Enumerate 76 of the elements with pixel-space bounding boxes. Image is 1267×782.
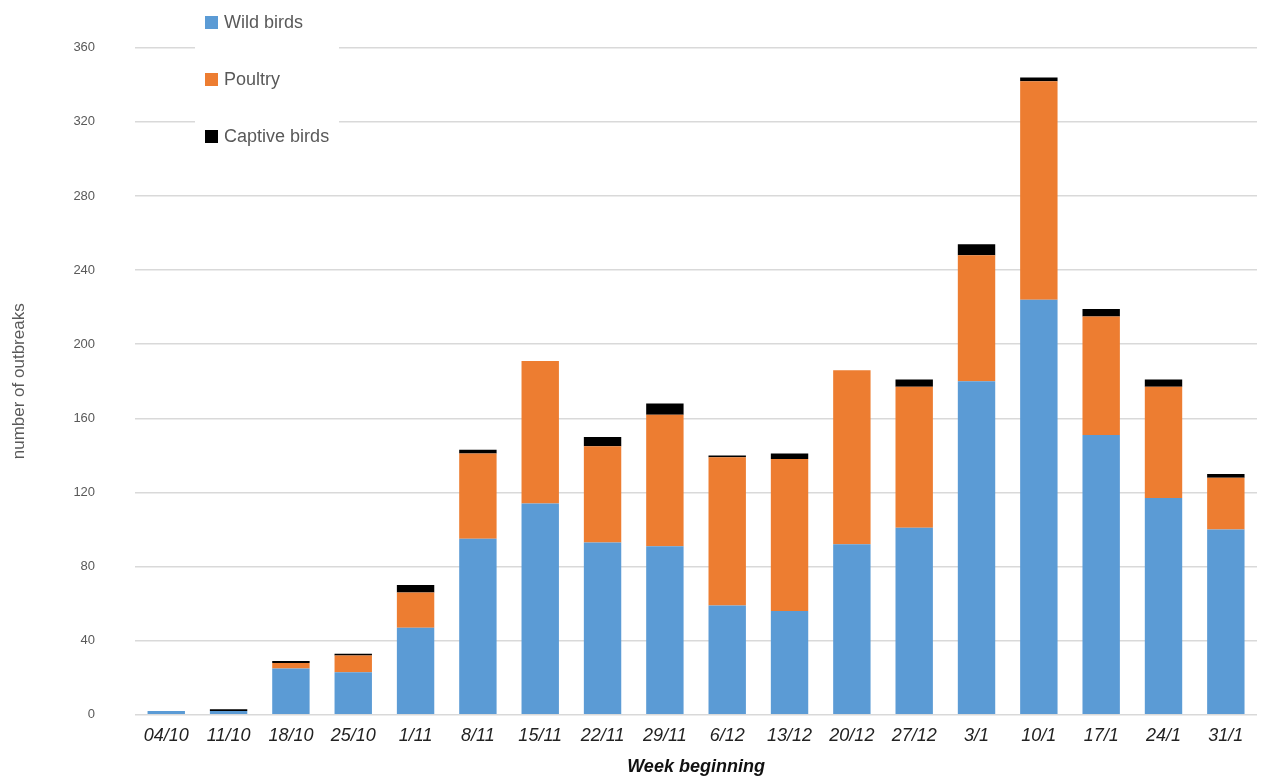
bar (1144, 379, 1183, 387)
x-tick-label: 13/12 (767, 724, 813, 745)
bar (895, 527, 933, 715)
bar (1207, 529, 1245, 715)
bar (833, 544, 871, 715)
x-tick-label: 3/1 (964, 724, 990, 745)
legend-label: Poultry (224, 69, 281, 90)
bar (833, 370, 871, 545)
x-tick-label: 11/10 (206, 724, 251, 745)
y-tick-label: 80 (80, 558, 96, 574)
y-tick-label: 240 (73, 261, 96, 277)
x-tick-label: 27/12 (890, 724, 937, 745)
bar (957, 244, 996, 256)
y-tick-label: 0 (87, 706, 96, 722)
bar (1020, 299, 1058, 715)
bar (272, 662, 310, 669)
bar (334, 655, 372, 673)
bar (1020, 77, 1058, 82)
bar (770, 459, 809, 612)
legend-label: Captive birds (224, 126, 330, 147)
bar (334, 672, 372, 715)
bar (1082, 309, 1120, 317)
bar (396, 627, 435, 715)
bar (646, 403, 684, 415)
bar (957, 381, 996, 715)
bar (521, 360, 559, 504)
y-tick-label: 320 (73, 113, 96, 129)
bar (957, 255, 996, 382)
bar (646, 546, 684, 715)
y-tick-label: 280 (73, 187, 96, 203)
x-tick-label: 18/10 (268, 724, 314, 745)
bar (708, 605, 746, 715)
bar (708, 457, 746, 606)
bar (147, 711, 185, 715)
x-tick-label: 1/11 (398, 724, 433, 745)
y-axis-title: number of outbreaks (8, 303, 28, 460)
x-tick-label: 29/11 (642, 724, 687, 745)
x-tick-label: 15/11 (518, 724, 563, 745)
y-tick-label: 160 (73, 409, 96, 425)
bar (583, 542, 622, 715)
bar (1144, 386, 1183, 499)
bar (272, 668, 310, 715)
x-tick-label: 24/1 (1144, 724, 1182, 745)
bar (459, 538, 497, 715)
bar (459, 453, 497, 539)
bar (1144, 498, 1183, 715)
bar (396, 592, 435, 628)
legend-label: Wild birds (224, 12, 304, 33)
bar (895, 379, 933, 387)
bar (396, 585, 435, 593)
bar (1082, 435, 1120, 715)
bar (770, 611, 809, 715)
y-tick-label: 40 (80, 632, 96, 648)
x-tick-label: 20/12 (828, 724, 875, 745)
bar (583, 436, 622, 447)
x-tick-label: 31/1 (1208, 724, 1244, 745)
x-axis-title: Week beginning (627, 756, 765, 777)
bar (1207, 477, 1245, 530)
x-tick-label: 8/11 (461, 724, 495, 745)
y-tick-label: 120 (73, 484, 96, 500)
y-tick-label: 200 (73, 335, 96, 351)
bar (1082, 316, 1120, 436)
bar (646, 414, 684, 547)
bar (583, 446, 622, 543)
x-tick-label: 25/10 (329, 724, 376, 745)
bar (1020, 81, 1058, 300)
x-tick-label: 17/1 (1083, 724, 1119, 745)
x-tick-label: 22/11 (579, 724, 625, 745)
x-tick-label: 6/12 (709, 724, 745, 745)
bar (895, 386, 933, 528)
bar (521, 503, 559, 715)
x-tick-label: 10/1 (1021, 724, 1057, 745)
bar (1207, 473, 1245, 478)
x-tick-label: 04/10 (143, 724, 189, 745)
bar (459, 449, 497, 454)
y-tick-label: 360 (73, 39, 96, 55)
